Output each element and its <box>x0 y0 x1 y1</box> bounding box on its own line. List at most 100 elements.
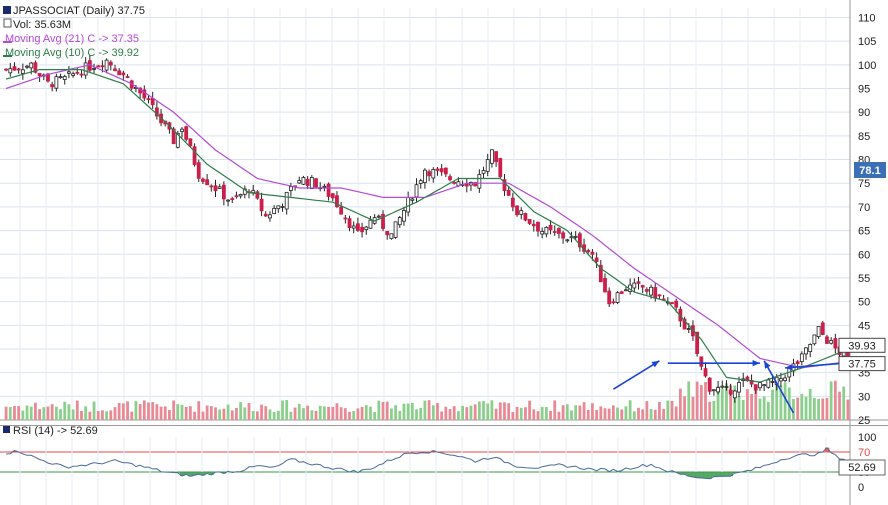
volume-bar <box>653 409 657 420</box>
candle <box>343 217 348 220</box>
candle <box>251 190 256 194</box>
volume-bar <box>8 407 12 420</box>
volume-bar <box>578 405 582 420</box>
rsi-tick-label: 0 <box>858 482 864 494</box>
volume-bar <box>230 410 234 420</box>
candle <box>108 61 113 66</box>
volume-bar <box>264 406 268 420</box>
candle <box>816 326 821 338</box>
arrow-head-icon <box>764 360 771 369</box>
volume-bar <box>771 389 774 420</box>
candle <box>360 226 364 233</box>
volume-bar <box>4 406 8 420</box>
volume-bar <box>151 402 155 420</box>
candle <box>783 377 787 381</box>
candle <box>125 76 130 78</box>
candle <box>695 331 700 355</box>
volume-bar <box>155 404 159 420</box>
volume-bar <box>243 407 247 420</box>
volume-bar <box>524 407 527 420</box>
candle <box>50 84 55 88</box>
volume-bar <box>75 400 79 420</box>
volume-bar <box>59 409 62 420</box>
candle <box>16 68 21 71</box>
volume-bar <box>377 400 381 420</box>
price-tick-label: 70 <box>858 202 870 214</box>
candle <box>544 226 549 235</box>
candle <box>268 214 272 219</box>
volume-bar <box>745 389 749 420</box>
rsi-oversold-fill <box>695 472 700 478</box>
volume-bar <box>117 402 121 420</box>
volume-bar <box>17 406 21 420</box>
ma10-line <box>5 69 849 383</box>
candle <box>347 218 352 228</box>
candle <box>20 69 25 74</box>
volume-bar <box>67 404 71 420</box>
candle <box>364 226 369 230</box>
candle <box>288 186 293 191</box>
volume-bar <box>695 381 699 420</box>
candle <box>519 210 524 215</box>
volume-bar <box>486 403 490 420</box>
candle <box>619 291 624 294</box>
price-tick-label: 50 <box>858 297 870 309</box>
volume-bar <box>268 409 272 420</box>
candle <box>410 198 415 201</box>
volume-bar <box>163 406 167 420</box>
candle <box>644 289 649 292</box>
volume-bar <box>126 401 129 420</box>
candle <box>611 301 616 304</box>
candle <box>632 282 637 289</box>
volume-bar <box>327 406 330 420</box>
candle <box>385 230 390 236</box>
rsi-top-border <box>0 425 888 426</box>
volume-bar <box>494 408 498 420</box>
volume-bar <box>624 406 628 420</box>
volume-bar <box>180 404 184 420</box>
candle <box>833 338 838 349</box>
candle <box>175 132 180 148</box>
candle <box>272 207 277 214</box>
candle <box>640 285 645 288</box>
candle <box>565 239 570 242</box>
volume-bar <box>766 401 770 420</box>
volume-bar <box>184 406 188 420</box>
candle <box>4 68 8 71</box>
volume-bar <box>699 385 703 420</box>
volume-bar <box>637 407 640 420</box>
candle <box>795 361 800 364</box>
rsi-oversold-fill <box>678 472 683 475</box>
candle <box>481 170 486 174</box>
candle <box>753 384 758 391</box>
price-tick-label: 55 <box>858 273 870 285</box>
volume-bar <box>704 382 707 420</box>
rsi-oversold-fill <box>184 472 189 475</box>
candle <box>615 292 620 303</box>
volume-bar <box>159 406 163 420</box>
candle <box>406 197 411 213</box>
volume-bar <box>197 401 201 420</box>
volume-bar <box>310 410 314 420</box>
volume-bar <box>540 406 544 420</box>
candle <box>37 73 42 77</box>
candle <box>79 73 84 76</box>
rsi-oversold-fill <box>205 472 210 474</box>
candle <box>326 183 331 197</box>
volume-bar <box>406 403 410 420</box>
candle <box>523 213 528 221</box>
volume-bar <box>448 409 452 420</box>
volume-bar <box>385 401 389 420</box>
volume-bar <box>792 399 795 420</box>
price-tick-label: 60 <box>858 249 870 261</box>
candle <box>209 185 214 188</box>
price-tick-label: 75 <box>858 178 870 190</box>
annotation-arrow <box>763 360 795 414</box>
volume-bar <box>322 406 326 420</box>
volume-bar <box>398 410 402 420</box>
volume-bar <box>846 399 850 420</box>
rsi-oversold-fill <box>724 472 729 477</box>
candle <box>297 180 302 184</box>
rsi-oversold-fill <box>179 472 185 476</box>
volume-bars <box>4 380 850 420</box>
